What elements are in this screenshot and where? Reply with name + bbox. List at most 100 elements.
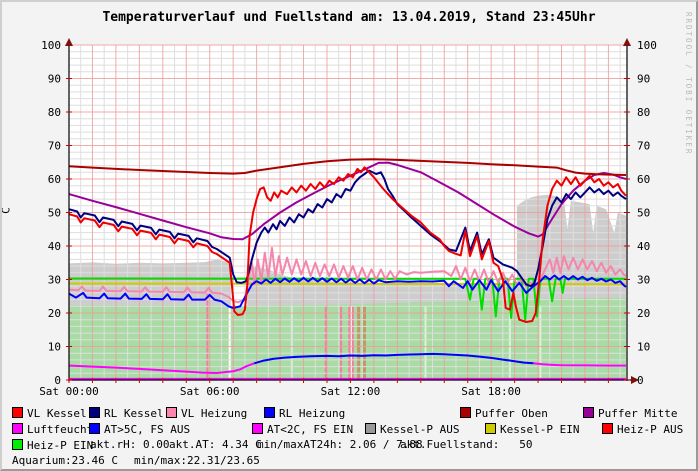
y-tick-label-right: 30 — [637, 274, 650, 287]
legend-item: Puffer Mitte — [583, 407, 677, 419]
legend-label: Kessel-P EIN — [500, 423, 580, 436]
x-tick-label: Sat 06:00 — [180, 385, 240, 398]
y-tick-label: 70 — [48, 140, 61, 153]
legend-label: Puffer Mitte — [598, 407, 678, 420]
series-kessel-p-ein — [68, 282, 627, 286]
legend-item: RL Kessel — [89, 407, 164, 419]
series-at-5c-fs-aus — [254, 352, 534, 365]
y-tick-label: 90 — [48, 73, 61, 86]
y-tick-label-right: 90 — [637, 73, 650, 86]
series-at-2c-fs-ein-early- — [68, 362, 255, 374]
pump-tick-streak — [508, 305, 511, 380]
pump-tick-streak — [539, 305, 542, 380]
y-tick-label: 60 — [48, 173, 61, 186]
rrdtool-watermark: RRDTOOL / TOBI OETIKER — [684, 12, 693, 156]
legend-item: Heiz-P AUS — [602, 423, 683, 435]
y-tick-label-right: 20 — [637, 307, 650, 320]
legend-item: Kessel-P AUS — [365, 423, 459, 435]
legend-stat: min/max:22.31/23.65 — [134, 455, 260, 467]
event-bar — [363, 306, 366, 380]
legend-label: AT>5C, FS AUS — [104, 423, 191, 436]
event-bar — [206, 292, 209, 380]
legend-item: Luftfeuchte — [12, 423, 100, 435]
x-tick-label: Sat 00:00 — [39, 385, 99, 398]
y-tick-label: 10 — [48, 341, 61, 354]
legend-label: akt.AT: 4.34 C — [169, 438, 262, 451]
y-tick-label-right: 0 — [637, 374, 644, 387]
x-tick-label: Sat 12:00 — [321, 385, 381, 398]
legend-swatch-icon — [264, 407, 275, 418]
series-rl-heizung — [68, 274, 627, 309]
event-bar — [351, 306, 354, 380]
legend-swatch-icon — [12, 407, 23, 418]
series-puffer-oben — [68, 158, 627, 176]
legend-label: Puffer Oben — [475, 407, 548, 420]
legend-stat: min/maxAT24h: 2.06 / 7.88 — [257, 439, 423, 451]
y-tick-label-right: 60 — [637, 173, 650, 186]
fuellstand-area — [69, 297, 626, 380]
legend-item: Kessel-P EIN — [485, 423, 579, 435]
legend-item: VL Heizung — [166, 407, 247, 419]
legend-swatch-icon — [583, 407, 594, 418]
legend-swatch-icon — [89, 407, 100, 418]
legend-stat: akt.AT: 4.34 C — [169, 439, 262, 451]
legend-label: Aquarium:23.46 C — [12, 454, 118, 467]
legend-stat: akt.rH: 0.00 — [90, 439, 169, 451]
series-vl-kessel — [68, 166, 627, 323]
legend-stat: akt.Fuellstand: 50 — [400, 439, 532, 451]
y-tick-label: 40 — [48, 240, 61, 253]
legend-swatch-icon — [365, 423, 376, 434]
y-tick-label: 30 — [48, 274, 61, 287]
legend-item: Heiz-P EIN — [12, 439, 93, 451]
y-tick-label-right: 50 — [637, 207, 650, 220]
event-bar — [357, 306, 361, 380]
y-tick-label-right: 40 — [637, 240, 650, 253]
legend-label: min/max:22.31/23.65 — [134, 454, 260, 467]
legend-label: AT<2C, FS EIN — [267, 423, 354, 436]
pump-tick-streak — [424, 305, 427, 380]
legend-label: min/maxAT24h: 2.06 / 7.88 — [257, 438, 423, 451]
y-tick-label: 50 — [48, 207, 61, 220]
legend-item: AT>5C, FS AUS — [89, 423, 190, 435]
y-tick-label-right: 100 — [637, 39, 657, 52]
pump-tick-streak — [228, 305, 231, 380]
right-axis-arrow-icon — [623, 38, 631, 46]
y-tick-label: 100 — [41, 39, 61, 52]
legend-swatch-icon — [460, 407, 471, 418]
legend-item: RL Heizung — [264, 407, 345, 419]
legend-label: akt.rH: 0.00 — [90, 438, 170, 451]
y-tick-label: 0 — [54, 374, 61, 387]
x-tick-label: Sat 18:00 — [461, 385, 521, 398]
legend-item: Puffer Oben — [460, 407, 548, 419]
legend-label: Heiz-P AUS — [617, 423, 684, 436]
legend-swatch-icon — [166, 407, 177, 418]
pump-tick-streak — [350, 305, 353, 380]
legend-item: VL Kessel — [12, 407, 87, 419]
event-bar — [348, 306, 351, 380]
left-axis-arrow-icon — [65, 38, 73, 46]
legend-label: VL Heizung — [181, 407, 248, 420]
chart-title: Temperaturverlauf und Fuellstand am: 13.… — [102, 10, 596, 25]
legend-swatch-icon — [12, 439, 23, 450]
legend-swatch-icon — [12, 423, 23, 434]
legend-swatch-icon — [485, 423, 496, 434]
series-at-2c-fs-ein-late- — [533, 362, 626, 367]
legend-stat: Aquarium:23.46 C — [12, 455, 118, 467]
legend-label: RL Heizung — [279, 407, 346, 420]
legend-label: Kessel-P AUS — [380, 423, 460, 436]
legend-swatch-icon — [252, 423, 263, 434]
series-puffer-mitte — [68, 161, 627, 241]
event-bar — [324, 306, 327, 380]
series-vl-heizung — [68, 246, 627, 304]
y-tick-label-right: 10 — [637, 341, 650, 354]
event-bar — [340, 306, 343, 380]
legend-swatch-icon — [602, 423, 613, 434]
legend-label: Heiz-P EIN — [27, 439, 94, 452]
x-axis-arrow-icon — [631, 376, 639, 384]
y-tick-label: 20 — [48, 307, 61, 320]
legend-label: RL Kessel — [104, 407, 164, 420]
legend-swatch-icon — [89, 423, 100, 434]
y-tick-label: 80 — [48, 106, 61, 119]
